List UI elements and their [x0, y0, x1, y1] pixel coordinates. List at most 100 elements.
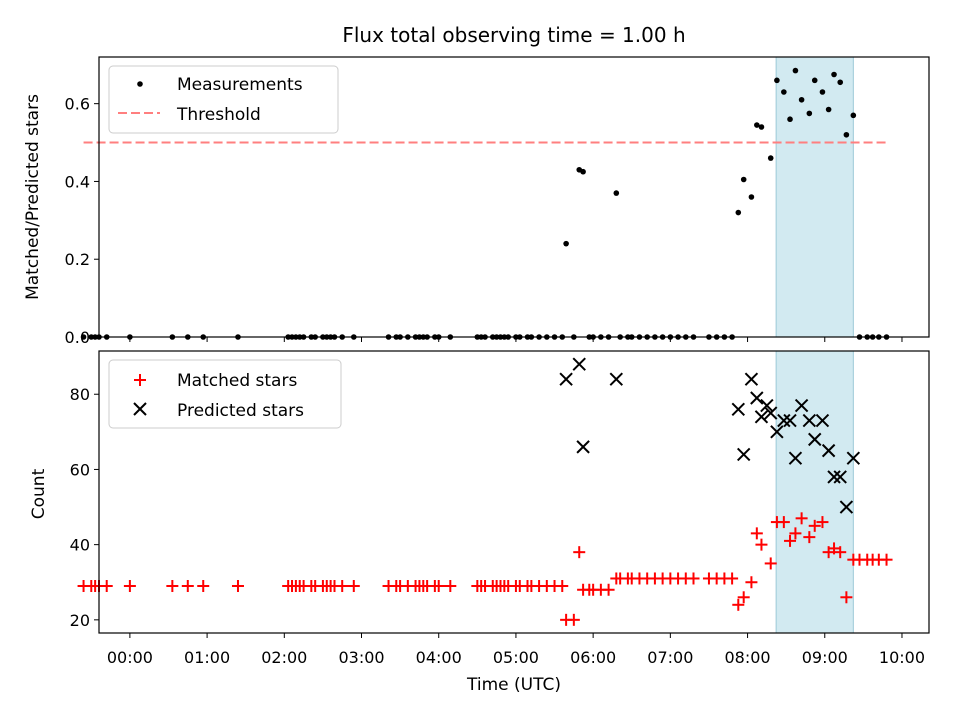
- predicted-star-point: [731, 402, 746, 416]
- x-tick-label: 07:00: [647, 648, 693, 667]
- measurement-point: [580, 168, 586, 175]
- measurement-point: [80, 334, 87, 340]
- legend-predicted-marker: [133, 402, 147, 416]
- bottom-y-axis-label: Count: [29, 468, 49, 519]
- predicted-star-point: [770, 425, 784, 439]
- predicted-star-point: [808, 432, 822, 447]
- predicted-star-point: [559, 372, 573, 386]
- measurement-point: [792, 67, 799, 74]
- matched-star-point: [556, 580, 569, 592]
- predicted-star-point: [744, 372, 759, 386]
- matched-star-point: [737, 591, 750, 604]
- bottom-axes-frame: [98, 350, 930, 634]
- legend-matched-label: Matched stars: [177, 371, 297, 391]
- measurement-point: [781, 89, 787, 95]
- measurement-point: [767, 155, 774, 161]
- y-tick-label: 0.4: [65, 172, 90, 191]
- matched-star-point: [816, 516, 829, 529]
- x-tick-label: 01:00: [184, 648, 230, 667]
- matched-star-point: [432, 580, 445, 592]
- predicted-star-point: [754, 410, 769, 424]
- measurement-point: [758, 124, 765, 130]
- matched-star-point: [197, 580, 210, 592]
- predicted-star-point: [815, 413, 830, 428]
- y-tick-label: 0.0: [65, 328, 90, 347]
- predicted-star-point: [802, 413, 817, 428]
- measurement-point: [819, 89, 826, 95]
- predicted-star-point: [794, 398, 809, 413]
- bottom-legend: Matched stars Predicted stars: [108, 359, 342, 429]
- top-legend: Measurements Threshold: [108, 65, 339, 134]
- measurement-point: [831, 71, 837, 78]
- x-tick-label: 06:00: [570, 648, 616, 667]
- x-tick-label: 10:00: [879, 648, 925, 667]
- y-tick-label: 20: [70, 611, 90, 630]
- predicted-star-point: [839, 500, 854, 514]
- predicted-star-point: [572, 357, 586, 371]
- x-tick-label: 00:00: [107, 648, 153, 667]
- predicted-star-point: [736, 447, 751, 462]
- legend-measurements-marker: [137, 81, 143, 87]
- measurement-point: [806, 110, 813, 117]
- x-tick-label: 08:00: [725, 648, 771, 667]
- predicted-star-point: [750, 391, 764, 405]
- measurement-point: [798, 96, 805, 103]
- top-axes-frame: [98, 56, 930, 338]
- matched-star-point: [784, 534, 797, 547]
- matched-star-point: [732, 598, 745, 611]
- chart-title: Flux total observing time = 1.00 h: [342, 23, 685, 47]
- matched-star-point: [123, 580, 136, 592]
- matched-star-point: [336, 580, 349, 592]
- matched-star-point: [726, 572, 739, 585]
- y-tick-label: 60: [70, 460, 90, 479]
- matched-star-point: [750, 527, 763, 540]
- y-tick-label: 0.6: [65, 95, 90, 114]
- legend-box: [108, 65, 339, 134]
- matched-star-point: [795, 512, 808, 525]
- measurement-point: [787, 116, 793, 123]
- measurement-point: [850, 112, 857, 119]
- matched-star-point: [745, 576, 758, 589]
- measurement-point: [774, 77, 780, 84]
- predicted-star-point: [827, 470, 841, 484]
- y-tick-label: 80: [70, 385, 90, 404]
- measurement-point: [837, 79, 844, 86]
- legend-threshold-label: Threshold: [176, 105, 261, 125]
- matched-star-point: [181, 580, 194, 592]
- matched-star-point: [755, 538, 768, 551]
- matched-star-point: [834, 546, 847, 559]
- measurement-point: [613, 190, 620, 196]
- matched-star-point: [880, 553, 893, 566]
- predicted-star-point: [783, 413, 797, 428]
- bottom-panel: 20 40 60 80 00:00 01:00 02:00 03:00 04:00 05:00 06…: [29, 350, 930, 695]
- matched-star-point: [828, 542, 841, 555]
- matched-star-point: [789, 527, 802, 540]
- measurement-point: [843, 131, 850, 138]
- top-y-axis-label: Matched/Predicted stars: [23, 94, 43, 300]
- matched-star-point: [687, 572, 700, 585]
- highlight-span: [775, 56, 854, 338]
- matched-star-point: [764, 557, 777, 570]
- matched-star-point: [347, 580, 360, 592]
- predicted-star-point: [576, 440, 590, 454]
- x-tick-label: 03:00: [338, 648, 384, 667]
- measurement-point: [740, 176, 747, 183]
- measurement-point: [563, 240, 569, 247]
- top-panel: Flux total observing time = 1.00 h 0.0 0.…: [23, 23, 930, 347]
- predicted-star-point: [609, 372, 624, 386]
- matched-star-point: [573, 546, 586, 559]
- matched-star-point: [166, 580, 179, 592]
- legend-measurements-label: Measurements: [177, 75, 303, 95]
- y-tick-label: 40: [70, 536, 90, 555]
- measurement-point: [811, 77, 818, 84]
- legend-matched-marker: [134, 374, 146, 386]
- matched-star-point: [840, 591, 853, 604]
- legend-predicted-label: Predicted stars: [177, 401, 304, 421]
- matched-star-point: [100, 580, 113, 592]
- measurement-point: [735, 209, 742, 216]
- x-tick-label: 09:00: [802, 648, 848, 667]
- x-axis-label: Time (UTC): [466, 675, 561, 695]
- matched-star-point: [808, 519, 821, 532]
- y-tick-label: 0.2: [65, 250, 90, 269]
